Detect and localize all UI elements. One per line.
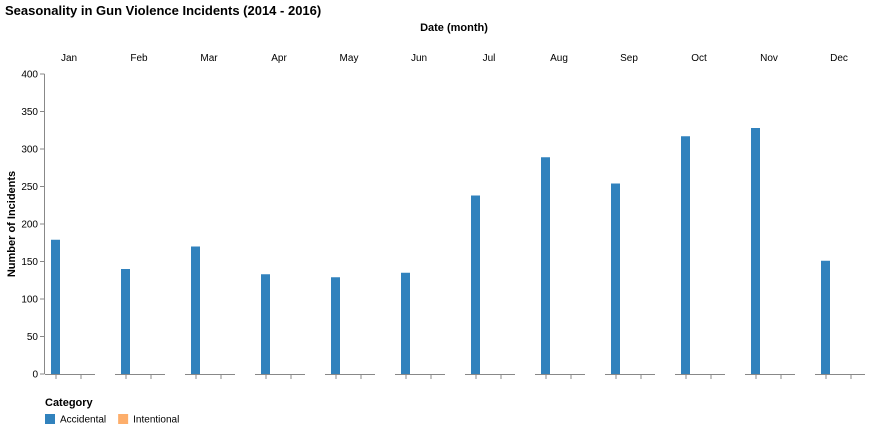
facet-jul: Jul [465, 53, 515, 379]
bar-accidental-dec [821, 260, 830, 374]
facet-header-label: Dec [830, 53, 848, 64]
facet-feb: Feb [115, 53, 165, 379]
chart-title: Seasonality in Gun Violence Incidents (2… [5, 3, 321, 18]
bar-accidental-nov [751, 128, 760, 374]
facet-header-label: Nov [760, 53, 778, 64]
facet-header-label: Aug [550, 53, 568, 64]
legend-swatch [118, 414, 129, 424]
facet-header-label: May [340, 53, 359, 64]
legend-swatch [45, 414, 55, 424]
facet-jan: Jan [45, 53, 95, 379]
facet-header-label: Jul [483, 53, 496, 64]
bar-accidental-oct [681, 136, 690, 374]
bar-accidental-may [331, 277, 340, 374]
y-tick-label: 0 [32, 370, 38, 381]
bar-accidental-jan [51, 239, 60, 374]
facet-jun: Jun [395, 53, 445, 379]
legend: Category Accidental Intentional [45, 397, 179, 426]
y-tick-label: 400 [21, 70, 38, 81]
bar-accidental-mar [191, 246, 200, 374]
y-tick-label: 200 [21, 220, 38, 231]
y-tick-label: 100 [21, 295, 38, 306]
facet-nov: Nov [745, 53, 795, 379]
bar-accidental-jul [471, 195, 480, 374]
facet-header-label: Feb [130, 53, 148, 64]
facet-mar: Mar [185, 53, 235, 379]
y-tick-label: 300 [21, 145, 38, 156]
y-axis-title: Number of Incidents [6, 171, 18, 277]
facet-header-label: Sep [620, 53, 638, 64]
facet-aug: Aug [535, 53, 585, 379]
y-axis: 0 50 100 150 200 250 300 350 400 [21, 70, 45, 381]
facet-header-label: Oct [691, 53, 707, 64]
facet-header-label: Jan [61, 53, 77, 64]
facets: Jan Feb Mar Apr May Jun Jul Aug Sep Oct Nov Dec [45, 53, 865, 379]
bar-accidental-feb [121, 269, 130, 374]
bar-accidental-apr [261, 274, 270, 374]
legend-title: Category [45, 397, 94, 409]
facet-header-label: Mar [200, 53, 218, 64]
bar-accidental-sep [611, 183, 620, 374]
facet-title: Date (month) [420, 22, 488, 34]
facet-header-label: Jun [411, 53, 427, 64]
y-tick-label: 50 [27, 332, 39, 343]
legend-label: Intentional [133, 415, 179, 426]
bar-accidental-jun [401, 272, 410, 374]
facet-oct: Oct [675, 53, 725, 379]
y-tick-label: 150 [21, 257, 38, 268]
facet-header-label: Apr [271, 53, 287, 64]
legend-item-intentional: Intentional [118, 414, 179, 426]
y-tick-label: 350 [21, 107, 38, 118]
facet-may: May [325, 53, 375, 379]
bar-accidental-aug [541, 157, 550, 374]
facet-apr: Apr [255, 53, 305, 379]
facet-sep: Sep [605, 53, 655, 379]
y-tick-label: 250 [21, 182, 38, 193]
legend-item-accidental: Accidental [45, 414, 106, 426]
legend-label: Accidental [60, 415, 106, 426]
legend-items: Accidental Intentional [45, 414, 179, 426]
facet-dec: Dec [815, 53, 865, 379]
